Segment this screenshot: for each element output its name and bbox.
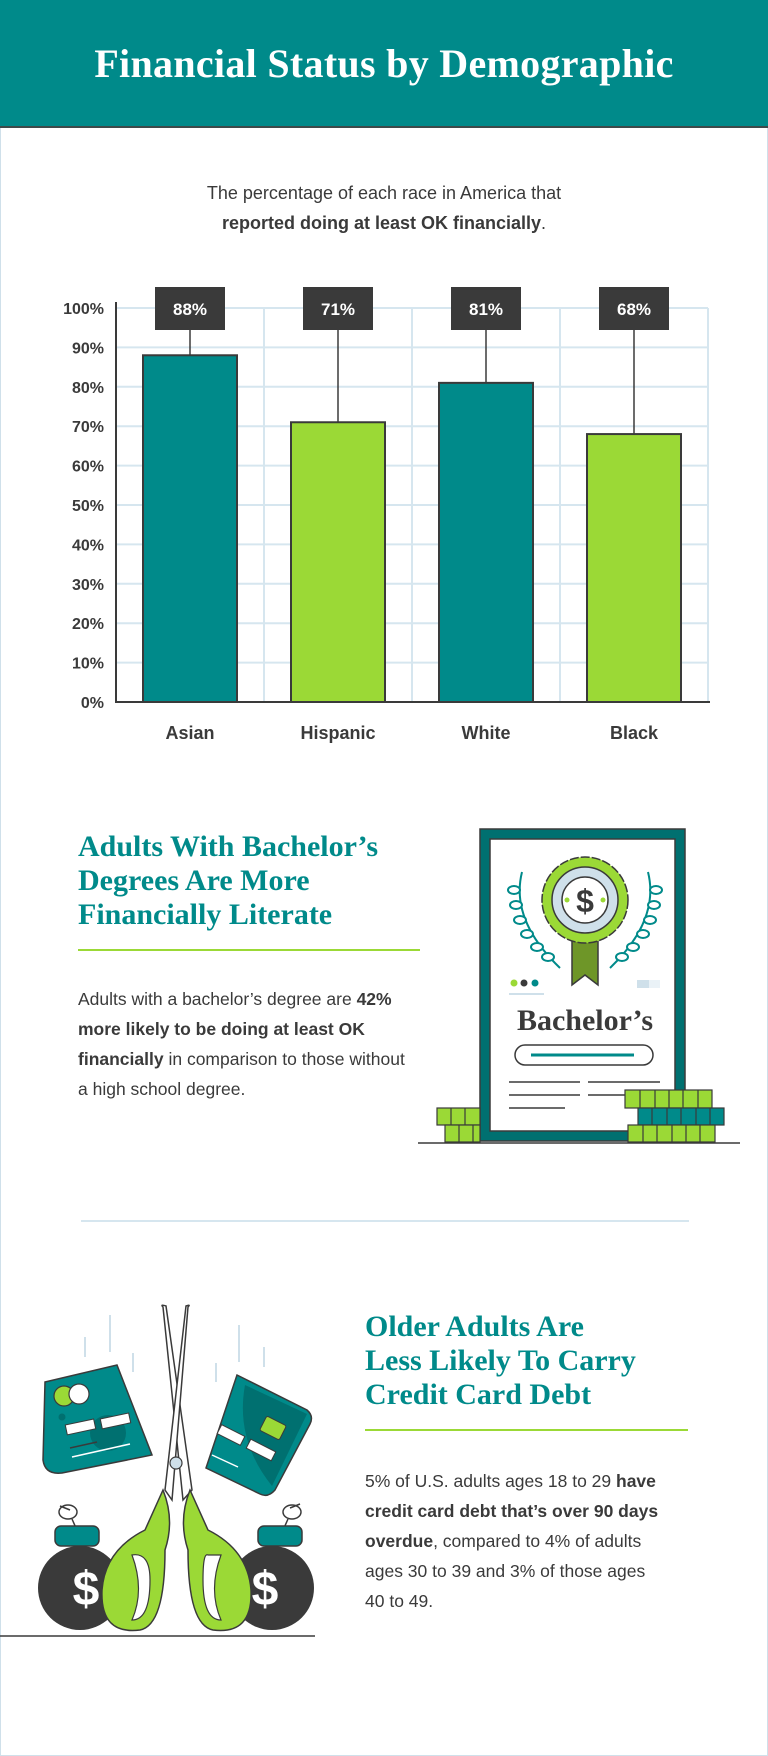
title-line: Older Adults Are: [365, 1310, 584, 1343]
certificate-text: Bachelor’s: [517, 1004, 653, 1037]
title-line: Degrees Are More: [78, 864, 310, 897]
data-label: 88%: [173, 300, 207, 319]
para-bold: 42% more likely to be doing at least OK …: [78, 989, 392, 1069]
para-text: in comparison to those without a high sc…: [78, 1049, 405, 1099]
intro-period: .: [541, 213, 547, 233]
y-tick-label: 90%: [72, 340, 104, 357]
data-label: 81%: [469, 300, 503, 319]
credit-paragraph: 5% of U.S. adults ages 18 to 29 have cre…: [365, 1466, 665, 1616]
x-category-label: Asian: [165, 723, 214, 743]
intro-line-1: The percentage of each race in America t…: [206, 183, 562, 203]
x-category-label: Black: [610, 723, 659, 743]
section-divider: [81, 1220, 689, 1222]
y-tick-label: 70%: [72, 419, 104, 436]
title-line: Credit Card Debt: [365, 1378, 592, 1411]
title-line: Adults With Bachelor’s: [78, 830, 379, 863]
y-tick-label: 60%: [72, 459, 104, 476]
data-label-box: [599, 287, 669, 330]
chart-intro: The percentage of each race in America t…: [0, 178, 768, 238]
intro-bold: reported doing at least OK financially: [221, 213, 542, 233]
page-title: Financial Status by Demographic: [94, 40, 674, 86]
para-text: 5% of U.S. adults ages 18 to 29: [365, 1471, 616, 1491]
bar-asian: [142, 354, 238, 703]
para-text: Adults with a bachelor’s degree are: [78, 989, 357, 1009]
diploma-certificate-icon: $ Bachelor’s: [418, 828, 740, 1144]
data-label-box: [451, 287, 521, 330]
intro-line-2: reported doing at least OK financially.: [0, 208, 768, 238]
y-tick-label: 10%: [72, 656, 104, 673]
header-banner: Financial Status by Demographic: [0, 0, 768, 128]
data-label: 68%: [617, 300, 651, 319]
y-tick-label: 30%: [72, 577, 104, 594]
scissors-cutting-credit-cards-icon: $ $: [0, 1304, 315, 1637]
data-label-box: [155, 287, 225, 330]
y-tick-label: 50%: [72, 498, 104, 515]
svg-text:$: $: [252, 1563, 279, 1616]
bar-chart: 0% 10% 20% 30% 40% 50% 60% 70% 80% 90% 100% 88% Asia…: [63, 287, 710, 743]
x-category-label: Hispanic: [300, 723, 375, 743]
svg-text:$: $: [576, 883, 594, 919]
title-line: Less Likely To Carry: [365, 1344, 636, 1377]
bachelor-section-title: Adults With Bachelor’s Degrees Are More …: [78, 830, 378, 932]
title-underline: [78, 949, 420, 951]
x-category-label: White: [462, 723, 511, 743]
data-label: 71%: [321, 300, 355, 319]
y-tick-label: 40%: [72, 537, 104, 554]
bar-white: [438, 381, 534, 703]
svg-text:$: $: [73, 1563, 100, 1616]
title-underline: [365, 1429, 688, 1431]
y-tick-label: 20%: [72, 616, 104, 633]
data-label-box: [303, 287, 373, 330]
y-tick-label: 80%: [72, 380, 104, 397]
y-tick-label: 100%: [63, 301, 104, 318]
y-tick-label: 0%: [81, 695, 104, 712]
bar-black: [586, 433, 682, 703]
bachelor-paragraph: Adults with a bachelor’s degree are 42% …: [78, 984, 418, 1104]
credit-section-title: Older Adults Are Less Likely To Carry Cr…: [365, 1310, 636, 1412]
bar-hispanic: [290, 421, 386, 703]
title-line: Financially Literate: [78, 898, 333, 931]
para-bold: have credit card debt that’s over 90 day…: [365, 1471, 659, 1551]
para-text: , compared to 4% of adults ages 30 to 39…: [365, 1531, 646, 1611]
